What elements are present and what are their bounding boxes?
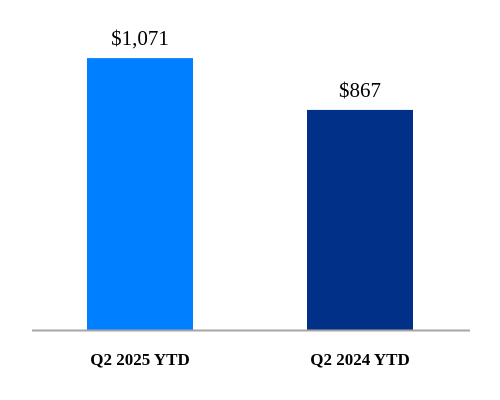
bar-1 (87, 58, 193, 330)
bar-2 (307, 109, 413, 331)
category-label-2: Q2 2024 YTD (310, 350, 410, 369)
labels-group: $1,071 Q2 2025 YTD $867 Q2 2024 YTD (90, 26, 410, 369)
category-label-1: Q2 2025 YTD (90, 350, 190, 369)
data-label-1: $1,071 (111, 26, 169, 50)
data-label-2: $867 (339, 78, 381, 102)
bars-group (87, 58, 413, 331)
